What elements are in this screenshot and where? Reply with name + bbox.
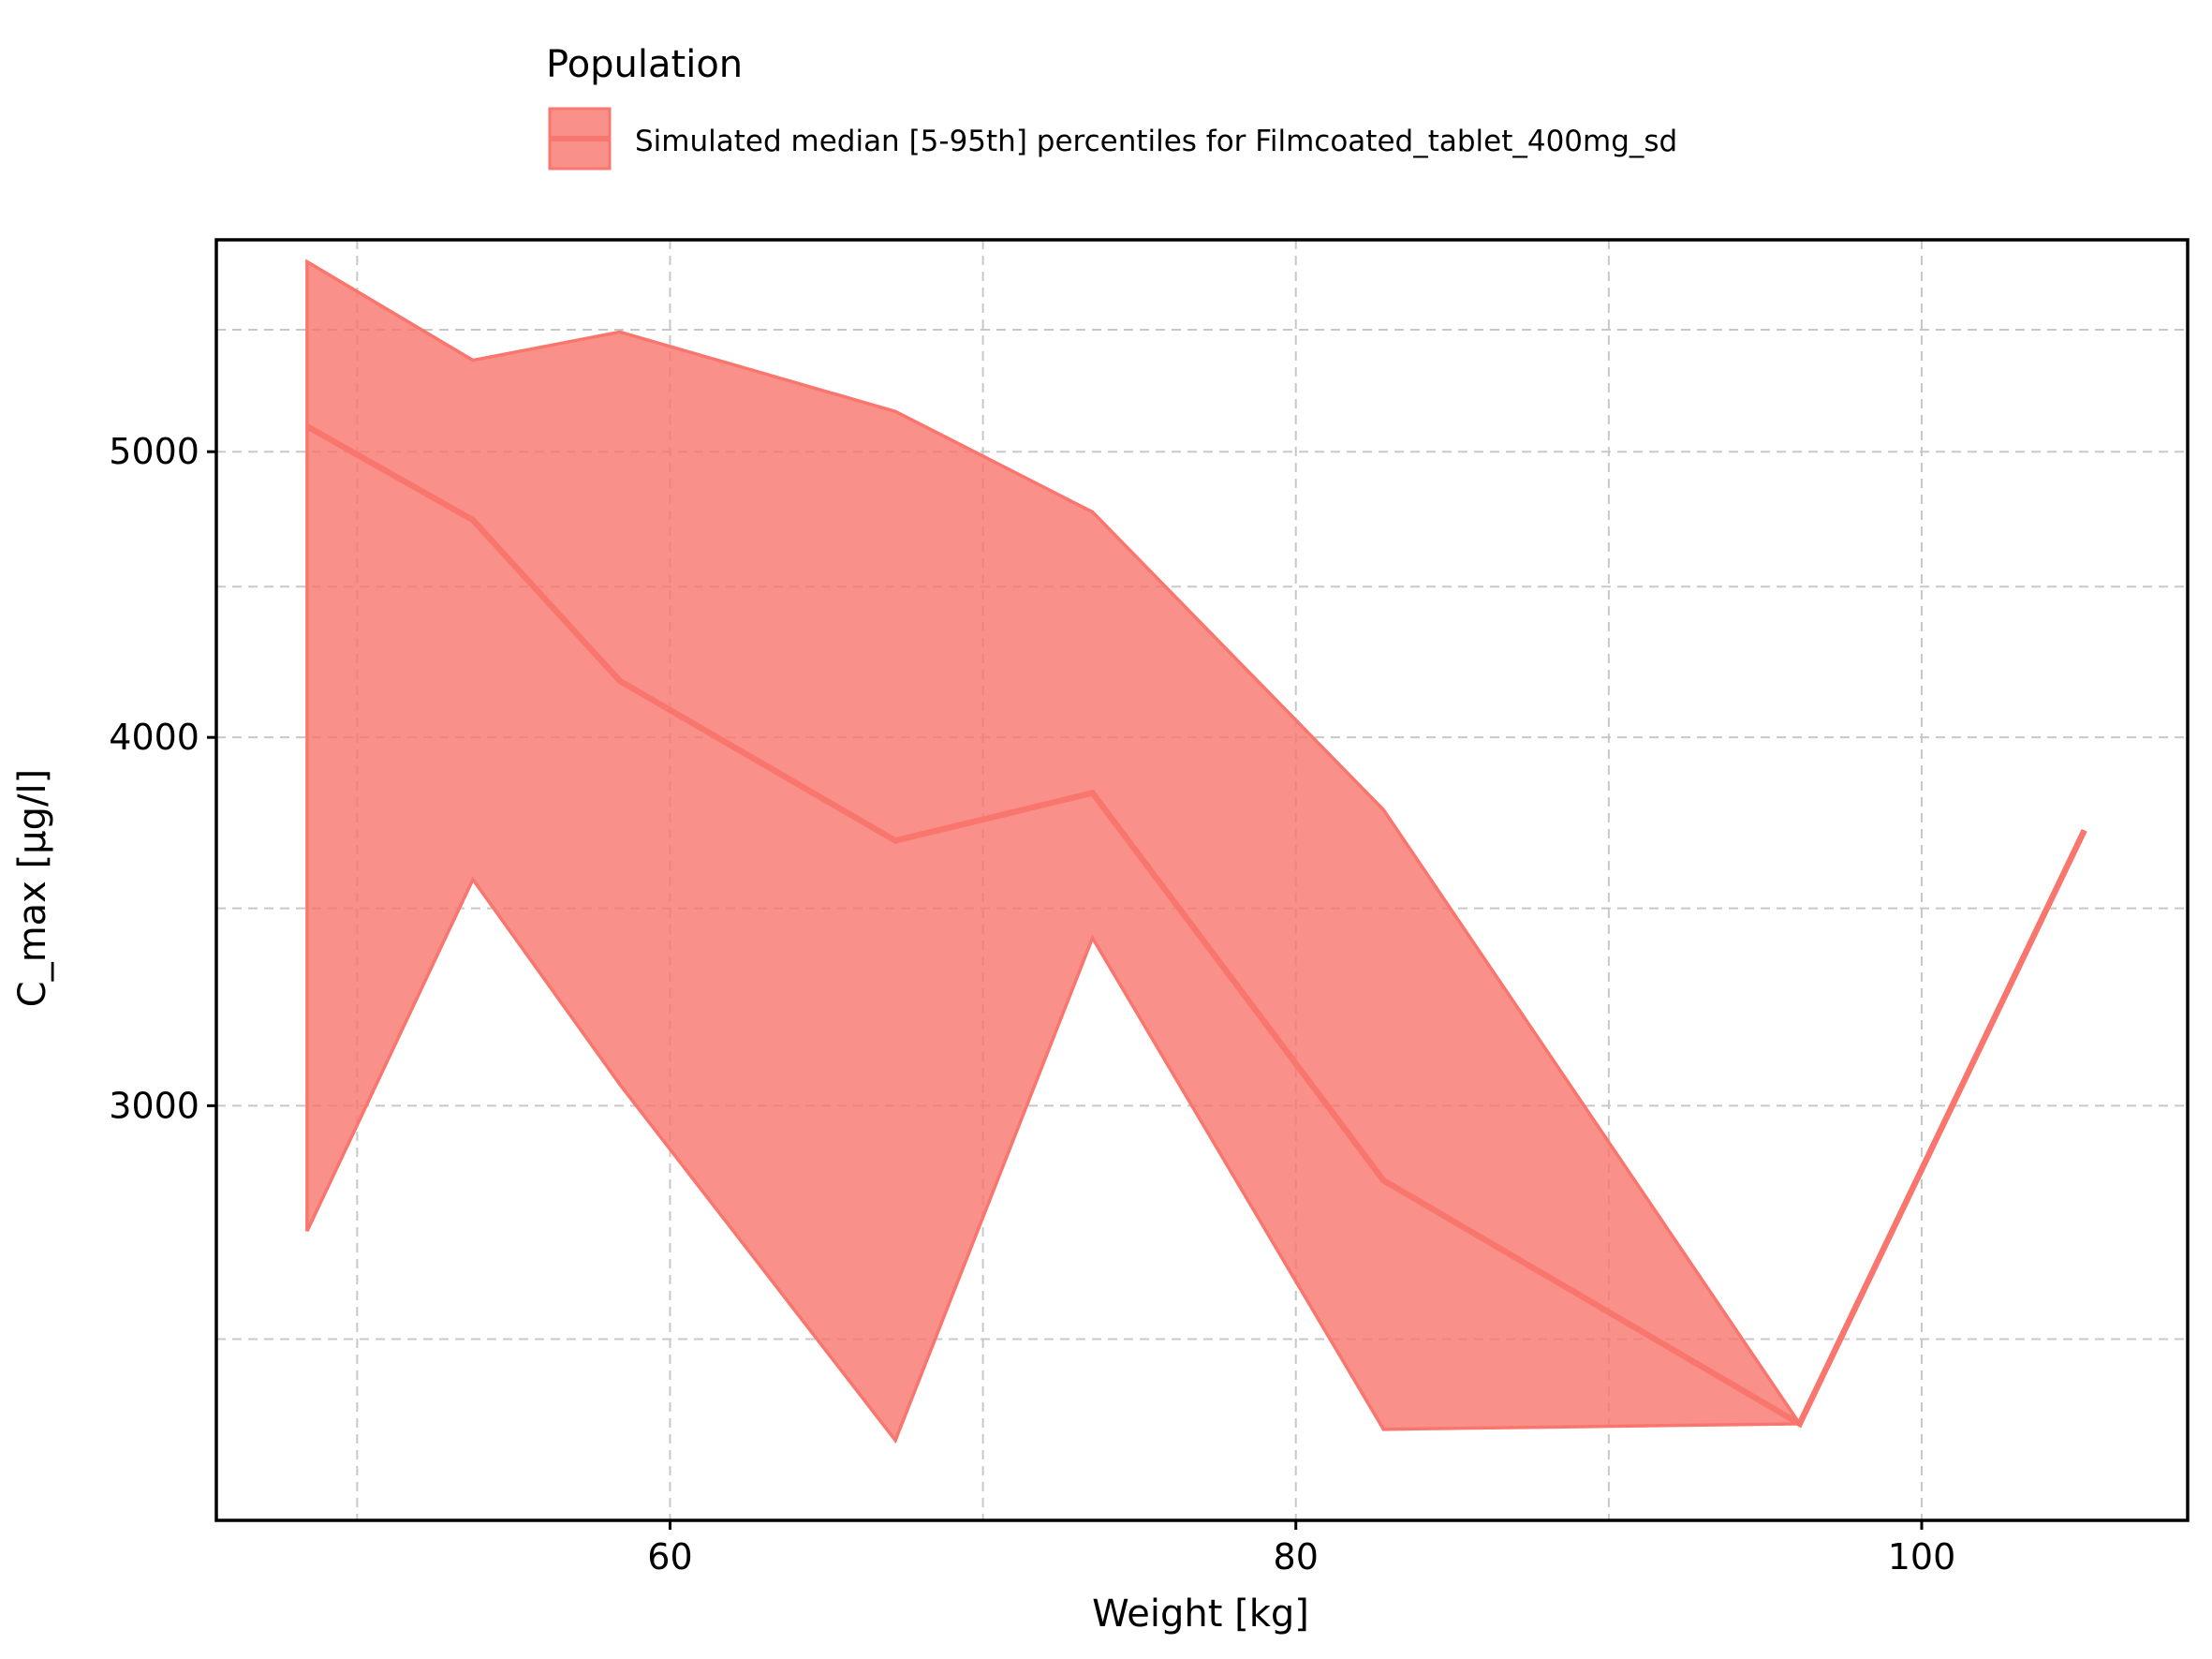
legend-title: Population [546, 43, 743, 86]
y-axis-ticks: 3000 4000 5000 [109, 431, 216, 1126]
x-axis-label: Weight [kg] [1092, 1592, 1309, 1636]
x-tick-label: 80 [1274, 1536, 1319, 1578]
percentile-band-area [305, 259, 2087, 1444]
legend: Population Simulated median [5-95th] per… [546, 43, 1677, 170]
median-line-path [305, 423, 2087, 1429]
x-tick-label: 60 [647, 1536, 692, 1578]
legend-entry-label: Simulated median [5-95th] percentiles fo… [635, 125, 1677, 158]
y-tick-label: 5000 [109, 431, 199, 472]
x-tick-label: 100 [1888, 1536, 1956, 1578]
x-axis-ticks: 60 80 100 [647, 1520, 1955, 1578]
y-tick-label: 3000 [109, 1085, 199, 1126]
y-tick-label: 4000 [109, 717, 199, 758]
plot-frame [214, 238, 2190, 1522]
y-axis-label: C_max [µg/l] [11, 769, 54, 1007]
percentile-band [305, 259, 2087, 1444]
median-line [305, 423, 2087, 1429]
